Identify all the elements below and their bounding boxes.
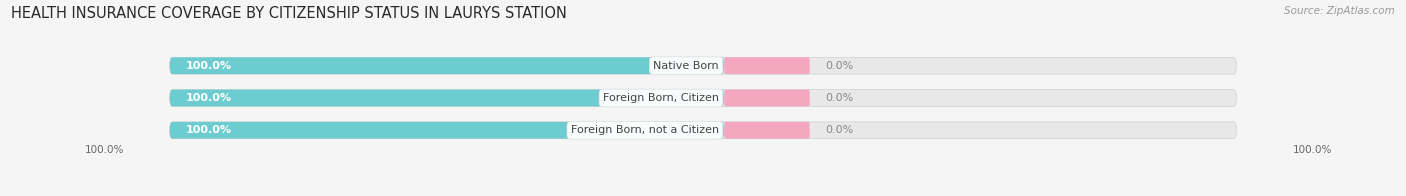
- Text: Foreign Born, Citizen: Foreign Born, Citizen: [603, 93, 718, 103]
- FancyBboxPatch shape: [724, 122, 810, 139]
- Text: 100.0%: 100.0%: [186, 61, 232, 71]
- FancyBboxPatch shape: [170, 57, 1236, 74]
- Text: Source: ZipAtlas.com: Source: ZipAtlas.com: [1284, 6, 1395, 16]
- Text: 100.0%: 100.0%: [1294, 145, 1333, 155]
- Text: 0.0%: 0.0%: [825, 61, 853, 71]
- FancyBboxPatch shape: [170, 57, 724, 74]
- FancyBboxPatch shape: [170, 90, 724, 106]
- Text: Foreign Born, not a Citizen: Foreign Born, not a Citizen: [571, 125, 718, 135]
- Text: 100.0%: 100.0%: [84, 145, 124, 155]
- Text: 0.0%: 0.0%: [825, 93, 853, 103]
- FancyBboxPatch shape: [170, 122, 1236, 139]
- FancyBboxPatch shape: [170, 90, 1236, 106]
- FancyBboxPatch shape: [724, 57, 810, 74]
- Text: 100.0%: 100.0%: [186, 125, 232, 135]
- Text: HEALTH INSURANCE COVERAGE BY CITIZENSHIP STATUS IN LAURYS STATION: HEALTH INSURANCE COVERAGE BY CITIZENSHIP…: [11, 6, 567, 21]
- Text: 0.0%: 0.0%: [825, 125, 853, 135]
- Text: Native Born: Native Born: [654, 61, 718, 71]
- FancyBboxPatch shape: [170, 122, 724, 139]
- Text: 100.0%: 100.0%: [186, 93, 232, 103]
- FancyBboxPatch shape: [724, 90, 810, 106]
